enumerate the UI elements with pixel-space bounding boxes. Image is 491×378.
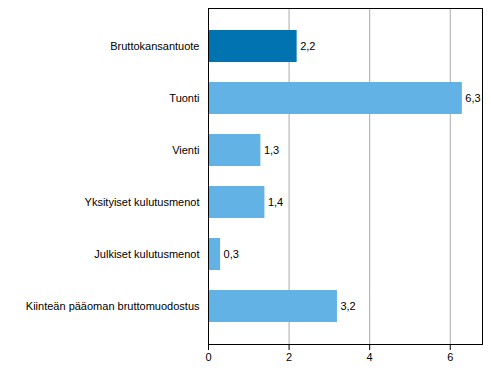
svg-text:2: 2 — [286, 351, 292, 363]
svg-text:Bruttokansantuote: Bruttokansantuote — [110, 40, 199, 52]
svg-text:2,2: 2,2 — [300, 40, 315, 52]
svg-text:1,4: 1,4 — [268, 196, 283, 208]
svg-text:Julkiset kulutusmenot: Julkiset kulutusmenot — [94, 248, 199, 260]
svg-text:4: 4 — [367, 351, 373, 363]
svg-text:Tuonti: Tuonti — [169, 92, 199, 104]
svg-text:3,2: 3,2 — [340, 300, 355, 312]
svg-text:Yksityiset kulutusmenot: Yksityiset kulutusmenot — [85, 196, 200, 208]
svg-text:Vienti: Vienti — [172, 144, 199, 156]
svg-text:6,3: 6,3 — [465, 92, 480, 104]
svg-text:Kiinteän pääoman bruttomuodost: Kiinteän pääoman bruttomuodostus — [26, 300, 200, 312]
svg-text:0,3: 0,3 — [224, 248, 239, 260]
svg-text:1,3: 1,3 — [264, 144, 279, 156]
svg-text:0: 0 — [205, 351, 211, 363]
svg-text:6: 6 — [447, 351, 453, 363]
